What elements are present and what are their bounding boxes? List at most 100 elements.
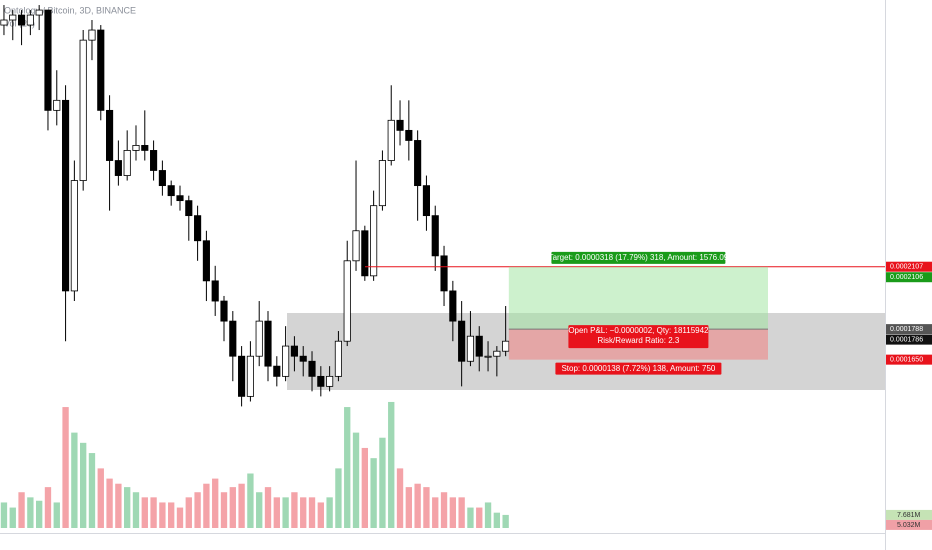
volume-bar (106, 478, 113, 528)
volume-bar (203, 483, 210, 528)
candle-body (290, 345, 298, 357)
target-tag (551, 251, 726, 264)
candle-body (299, 355, 307, 362)
candle-body (475, 335, 483, 357)
candle-body (176, 195, 184, 202)
candle-body (370, 205, 378, 277)
target-text: Target: 0.0000318 (17.79%) 318, Amount: … (549, 253, 729, 262)
volume-bar (273, 497, 280, 528)
volume-bar (361, 447, 368, 528)
price-tag-label: 0.0001650 (890, 356, 923, 363)
candle-body (440, 255, 448, 292)
candle-body (466, 335, 475, 362)
volume-bar (493, 512, 501, 528)
candle-body (449, 290, 457, 322)
candle-body (220, 300, 228, 322)
axis-labels: 0.0002107 0.0002106 0.0001788 0.0001786 0.00… (886, 261, 932, 530)
volume-bar (308, 497, 316, 528)
volume-bar (388, 401, 395, 528)
volume-bar (352, 432, 360, 528)
candle-body (422, 185, 431, 217)
volume-bar (62, 407, 69, 528)
candle-body (53, 99, 61, 111)
candle-body (9, 14, 17, 21)
candle-body (202, 240, 210, 282)
candle-body (167, 185, 175, 197)
volume-bar (484, 502, 492, 528)
candle-body (264, 320, 272, 367)
candle-body (414, 140, 422, 187)
volume-bar (291, 492, 298, 528)
volume-bar (440, 492, 448, 528)
price-tag-label: 0.0002106 (890, 274, 923, 281)
price-tag-label: 0.0002107 (890, 264, 923, 271)
volume-bar (502, 514, 509, 528)
volume-bar (124, 487, 131, 528)
candle-body (229, 320, 237, 357)
candle-body (255, 320, 263, 357)
volume-tag-label: 5.032M (897, 522, 921, 529)
volume-bar (458, 497, 465, 528)
candle-body (141, 145, 149, 151)
volume-bar (168, 502, 175, 528)
candle-body (308, 360, 316, 377)
volume-bar (132, 492, 140, 528)
candle-body (44, 9, 52, 111)
volume-bar (335, 468, 342, 528)
candle-body (194, 215, 202, 242)
pnl-text: Open P&L: −0.0000002, Qty: 18115942 (568, 326, 709, 335)
volume-bar (44, 487, 52, 528)
candle-body (114, 160, 122, 176)
volume-bar (220, 492, 228, 528)
volume-bar (229, 487, 236, 528)
candle-body (502, 340, 510, 352)
candle-body (132, 145, 140, 151)
volume-bar (326, 497, 333, 528)
volume-bar (476, 507, 483, 528)
volume-bar (379, 437, 386, 528)
volume-bar (141, 497, 148, 528)
volume-bar (97, 468, 104, 528)
volume-bar (27, 497, 34, 528)
volume-tag (886, 509, 932, 520)
volume-tag-label: 7.681M (897, 512, 921, 519)
candle-body (458, 320, 466, 362)
candle-body (387, 119, 395, 161)
candle-body (62, 99, 70, 292)
volume-bar (185, 497, 192, 528)
volume-bar (176, 507, 184, 528)
volume-bar (467, 507, 474, 528)
volume-bar (194, 492, 201, 528)
candle-body (0, 19, 8, 26)
volume-bar (256, 492, 263, 528)
candle-body (26, 14, 34, 26)
candle-body (17, 14, 26, 26)
candle-body (185, 200, 193, 217)
volume-bar (282, 497, 289, 528)
candle-body (378, 160, 386, 207)
volume-bar (317, 502, 324, 528)
candle-body (88, 29, 96, 41)
candle-body (158, 170, 166, 187)
price-tag (886, 272, 932, 283)
volume-bar (53, 502, 60, 528)
volume-bar (449, 497, 457, 528)
volume-bar (414, 483, 421, 528)
volume-bar (80, 442, 87, 528)
volume-bar (9, 507, 16, 528)
volume-bar (370, 458, 377, 528)
volume-bar (396, 468, 404, 528)
candle-body (343, 260, 351, 342)
plot: Target: 0.0000318 (17.79%) 318, Amount: … (0, 5, 885, 528)
candle-body (405, 129, 413, 141)
candle-body (484, 355, 492, 358)
chart-title: Ontology / Bitcoin, 3D, BINANCE (4, 5, 136, 15)
pnl-tag (568, 325, 709, 349)
candle-body (79, 39, 87, 181)
volume-bar (423, 487, 430, 528)
candle-body (273, 365, 281, 377)
price-tag (886, 324, 932, 335)
volume-bar (150, 497, 157, 528)
